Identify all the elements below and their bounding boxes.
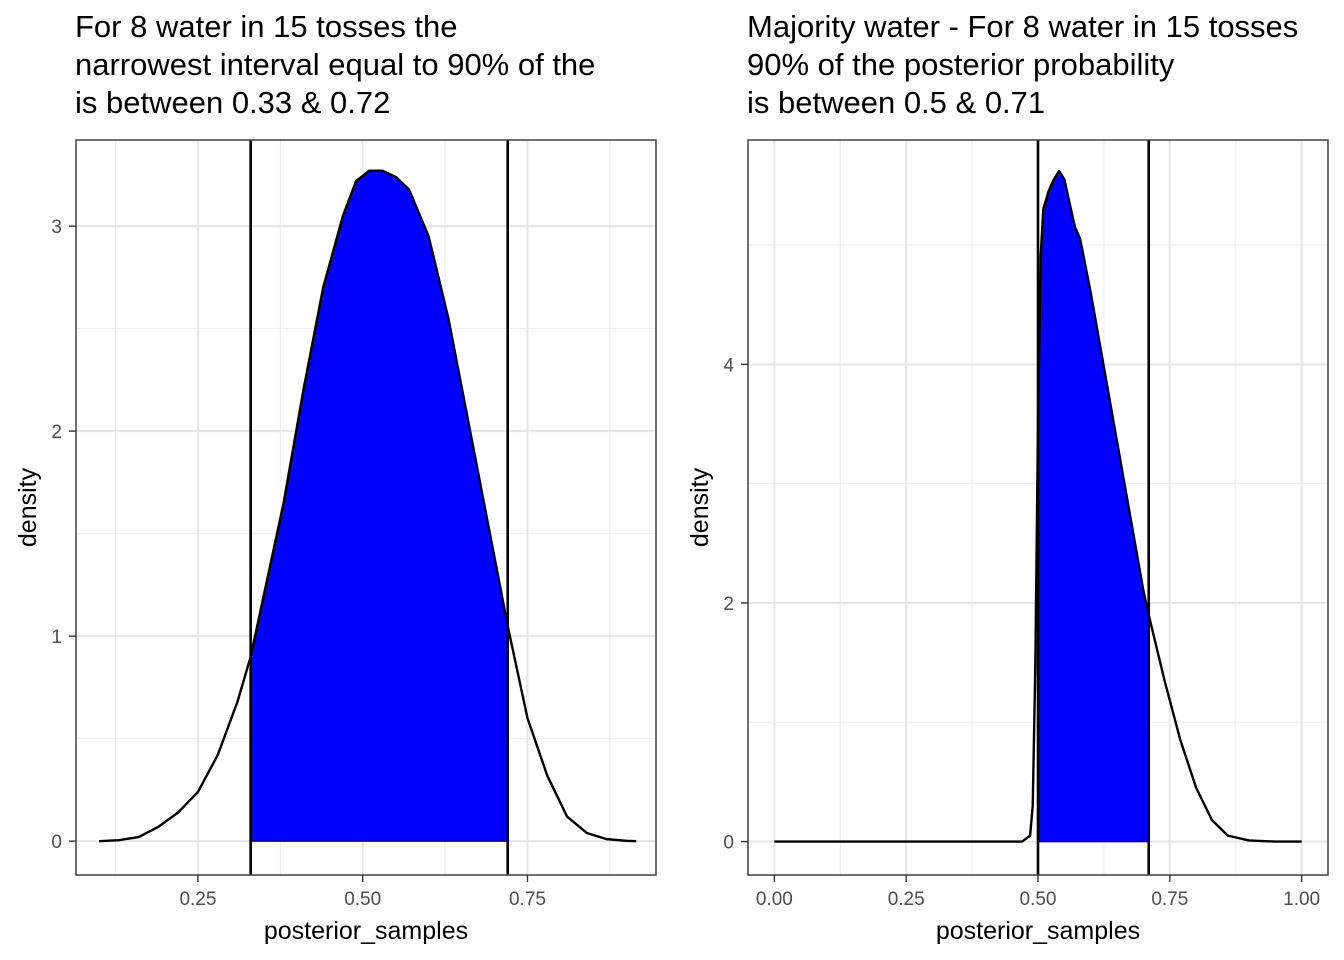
chart-title-line-3: is between 0.33 & 0.72 [75,85,391,120]
x-tick-label: 0.75 [509,889,546,910]
chart-title-right: Majority water - For 8 water in 15 tosse… [747,8,1298,122]
x-tick-label: 0.50 [1020,889,1057,910]
y-tick-label: 0 [723,833,734,854]
x-tick-label: 0.75 [1151,889,1188,910]
x-tick-label: 0.25 [179,889,216,910]
y-tick-label: 2 [723,594,734,615]
density-plot-left: 0.25 0.50 0.75 0 1 2 3 posterior_samples density [14,139,657,945]
x-axis-label: posterior_samples [936,917,1140,945]
chart-title-line-2: narrowest interval equal to 90% of the [75,47,596,82]
right-chart-panel: Majority water - For 8 water in 15 tosse… [672,0,1344,960]
y-tick-label: 3 [51,217,62,238]
y-axis-label: density [14,467,42,547]
chart-title-line-2: 90% of the posterior probability [747,47,1175,82]
plot-border [75,139,657,876]
x-axis-label: posterior_samples [264,917,468,945]
density-curve [99,169,637,843]
x-tick-label: 0.50 [344,889,381,910]
density-curve [774,169,1302,843]
chart-title-line-1: Majority water - For 8 water in 15 tosse… [747,9,1299,44]
y-tick-label: 2 [51,422,62,443]
chart-title-left: For 8 water in 15 tosses the narrowest i… [75,8,595,122]
left-chart-panel: For 8 water in 15 tosses the narrowest i… [14,8,657,945]
chart-title-line-3: is between 0.5 & 0.71 [747,85,1046,120]
x-tick-label: 1.00 [1283,889,1320,910]
density-plot-right: 0.00 0.25 0.50 0.75 1.00 0 2 4 posterior_samples… [686,139,1329,945]
y-tick-label: 1 [51,627,62,648]
chart-title-line-1: For 8 water in 15 tosses the [75,9,458,44]
y-axis-label: density [686,467,714,547]
y-tick-label: 4 [723,355,734,376]
x-tick-label: 0.00 [756,889,793,910]
x-tick-label: 0.25 [888,889,925,910]
y-tick-label: 0 [51,832,62,853]
